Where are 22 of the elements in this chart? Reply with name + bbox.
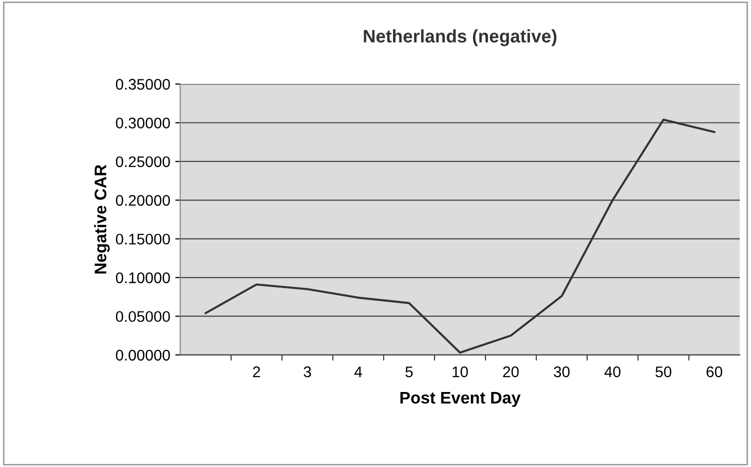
y-axis-title: Negative CAR [94,164,110,274]
x-tick-label: 2 [253,366,260,378]
line-series [204,118,716,354]
y-tick-label: 0.30000 [116,118,170,128]
y-tick-label: 0.10000 [116,272,170,284]
y-tick-label: 0.00000 [116,350,170,361]
y-tick-label: 0.15000 [116,234,170,245]
x-tick-label: 50 [656,366,672,378]
y-tick-label: 0.05000 [116,311,170,322]
x-axis-title: Post Event Day [400,392,521,407]
y-tick-label: 0.20000 [116,195,170,206]
chart-title: Netherlands (negative) [364,29,556,46]
x-tick-label: 60 [706,366,722,378]
x-tick-label: 30 [554,366,570,378]
x-tick-label: 5 [405,366,413,378]
x-tick-label: 40 [604,366,620,378]
x-tick-label: 3 [304,366,311,378]
x-tick-label: 10 [452,366,468,378]
x-tick-label: 20 [503,366,519,378]
y-tick-label: 0.25000 [116,156,170,168]
x-tick-label: 4 [354,366,362,378]
y-tick-label: 0.35000 [116,78,170,90]
